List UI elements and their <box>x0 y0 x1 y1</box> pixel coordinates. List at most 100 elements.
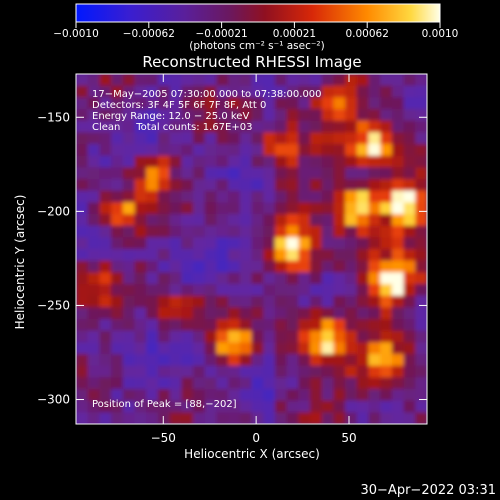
heatmap-cell <box>239 109 253 122</box>
heatmap-cell <box>204 144 217 157</box>
heatmap-cell <box>216 132 229 145</box>
y-axis-ticks: −150 −200 −250 −300 <box>37 110 427 407</box>
heatmap-cell <box>204 249 217 262</box>
heatmap-cell <box>216 260 229 273</box>
heatmap-cell <box>356 202 370 215</box>
heatmap-cell <box>263 400 276 413</box>
heatmap-cell <box>87 272 100 285</box>
heatmap-cell <box>368 97 381 110</box>
heatmap-cell <box>403 132 416 145</box>
heatmap-cell <box>356 377 370 390</box>
heatmap-cell <box>391 389 405 402</box>
heatmap-cell <box>333 155 346 168</box>
heatmap-cell <box>356 284 370 297</box>
heatmap-cell <box>76 342 89 355</box>
heatmap-cell <box>333 120 346 133</box>
heatmap-cell <box>111 74 124 87</box>
heatmap-cell <box>380 295 393 308</box>
heatmap-cell <box>274 167 288 180</box>
heatmap-cell <box>391 120 405 133</box>
heatmap-cell <box>380 354 393 367</box>
heatmap-cell <box>263 85 276 98</box>
heatmap-cell <box>193 237 206 250</box>
heatmap-cell <box>216 109 229 122</box>
heatmap-cell <box>321 132 334 145</box>
heatmap-cell <box>216 179 229 192</box>
heatmap-cell <box>310 284 323 297</box>
heatmap-cell <box>216 214 229 227</box>
heatmap-cell <box>157 202 171 215</box>
heatmap-cell <box>263 307 276 320</box>
heatmap-cell <box>356 330 370 343</box>
heatmap-cell <box>76 167 89 180</box>
heatmap-cell <box>380 202 393 215</box>
heatmap-cell <box>122 190 136 203</box>
heatmap-cell <box>111 249 124 262</box>
heatmap-cell <box>193 260 206 273</box>
heatmap-cell <box>403 190 416 203</box>
heatmap-cell <box>356 97 370 110</box>
heatmap-cell <box>111 377 124 390</box>
heatmap-cell <box>193 202 206 215</box>
heatmap-cell <box>181 295 194 308</box>
heatmap-cell <box>76 354 89 367</box>
heatmap-cell <box>193 342 206 355</box>
heatmap-cell <box>415 365 427 378</box>
heatmap-cell <box>321 120 334 133</box>
heatmap-cell <box>122 307 136 320</box>
heatmap-cell <box>298 85 311 98</box>
heatmap-cell <box>87 167 100 180</box>
heatmap-cell <box>368 225 381 238</box>
heatmap-cell <box>380 330 393 343</box>
heatmap-cell <box>99 272 112 285</box>
y-tick-label: −300 <box>37 393 70 407</box>
heatmap-cell <box>356 319 370 332</box>
heatmap-cell <box>239 120 253 133</box>
heatmap-cell <box>321 155 334 168</box>
heatmap-cell <box>368 412 381 424</box>
heatmap-cell <box>99 389 112 402</box>
heatmap-cell <box>99 109 112 122</box>
heatmap-cell <box>99 354 112 367</box>
heatmap-cell <box>122 167 136 180</box>
heatmap-cell <box>251 190 264 203</box>
heatmap-cell <box>216 97 229 110</box>
heatmap-cell <box>333 202 346 215</box>
heatmap-cell <box>99 365 112 378</box>
heatmap-cell <box>345 85 358 98</box>
heatmap-cell <box>333 319 346 332</box>
heatmap-cell <box>368 109 381 122</box>
heatmap-cell <box>99 120 112 133</box>
heatmap-cell <box>345 400 358 413</box>
heatmap-cell <box>356 342 370 355</box>
heatmap-cell <box>345 190 358 203</box>
heatmap-cell <box>157 319 171 332</box>
heatmap-cell <box>263 412 276 424</box>
heatmap-cell <box>204 214 217 227</box>
heatmap-cell <box>321 97 334 110</box>
heatmap-cell <box>333 85 346 98</box>
heatmap-cell <box>146 295 159 308</box>
heatmap-cell <box>403 74 416 87</box>
heatmap-cell <box>76 225 89 238</box>
heatmap-cell <box>321 377 334 390</box>
heatmap-cell <box>274 249 288 262</box>
heatmap-cell <box>333 272 346 285</box>
heatmap-cell <box>216 307 229 320</box>
heatmap-cell <box>263 97 276 110</box>
heatmap-cell <box>157 284 171 297</box>
heatmap-cell <box>111 225 124 238</box>
heatmap-cell <box>157 155 171 168</box>
heatmap-cell <box>193 225 206 238</box>
heatmap-cell <box>345 330 358 343</box>
heatmap-cell <box>122 412 136 424</box>
heatmap-cell <box>87 202 100 215</box>
heatmap-cell <box>181 284 194 297</box>
heatmap-cell <box>368 120 381 133</box>
heatmap-cell <box>380 120 393 133</box>
heatmap-cell <box>263 249 276 262</box>
heatmap-cell <box>122 319 136 332</box>
heatmap-cell <box>169 330 182 343</box>
heatmap-cell <box>146 85 159 98</box>
heatmap-cell <box>403 307 416 320</box>
